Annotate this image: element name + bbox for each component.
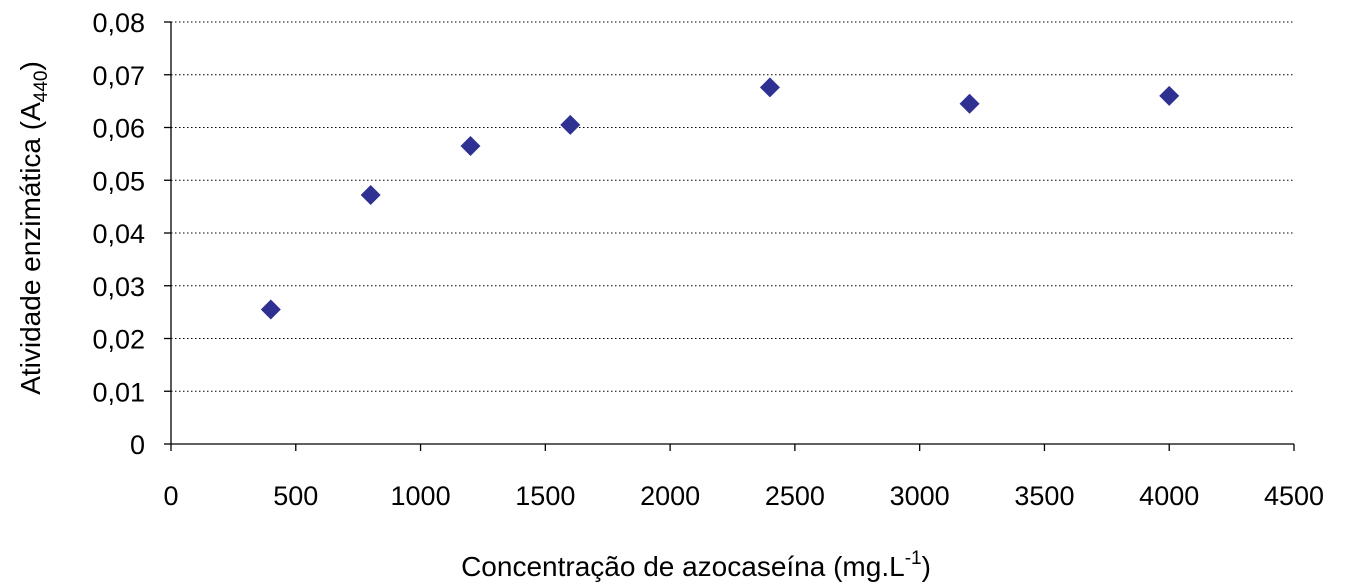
x-tick-label: 3000	[890, 481, 950, 511]
y-tick-label: 0,08	[92, 8, 145, 38]
y-tick-label: 0,04	[92, 219, 145, 249]
data-point	[360, 185, 381, 206]
y-tick-label: 0	[130, 430, 145, 460]
x-tick-label: 500	[273, 481, 318, 511]
x-tick-label: 2000	[640, 481, 700, 511]
x-tick-label: 0	[163, 481, 178, 511]
data-points	[260, 77, 1180, 320]
x-tick-labels: 0 500 1000 1500 2000 2500 3000 3500 4000 4500	[163, 481, 1324, 511]
data-point	[260, 299, 281, 320]
x-tick-label: 1000	[391, 481, 451, 511]
axes	[164, 21, 1295, 451]
y-tick-label: 0,02	[92, 325, 145, 355]
y-tick-label: 0,05	[92, 166, 145, 196]
y-axis-title-close: )	[15, 61, 46, 70]
grid-lines	[171, 21, 1294, 392]
x-tick-label: 4000	[1139, 481, 1199, 511]
x-tick-label: 4500	[1264, 481, 1324, 511]
y-tick-label: 0,06	[92, 114, 145, 144]
x-tick-label: 2500	[765, 481, 825, 511]
x-axis-title-main: Concentração de azocaseína (mg.L	[461, 551, 905, 582]
x-tick-label: 3500	[1014, 481, 1074, 511]
y-axis-title: Atividade enzimática (A440)	[15, 61, 52, 395]
y-tick-label: 0,07	[92, 61, 145, 91]
data-point	[560, 114, 581, 135]
y-tick-labels: 0 0,01 0,02 0,03 0,04 0,05 0,06 0,07 0,08	[92, 8, 145, 460]
x-tick-label: 1500	[515, 481, 575, 511]
x-axis-title-superscript: -1	[905, 548, 922, 569]
y-tick-label: 0,01	[92, 377, 145, 407]
y-tick-label: 0,03	[92, 272, 145, 302]
data-point	[1159, 85, 1180, 106]
y-axis-title-subscript: 440	[31, 71, 52, 103]
data-point	[959, 93, 980, 114]
x-axis-title-close: )	[922, 551, 931, 582]
data-point	[460, 135, 481, 156]
data-point	[759, 77, 780, 98]
x-axis-title: Concentração de azocaseína (mg.L-1)	[461, 548, 931, 582]
y-axis-title-main: Atividade enzimática (A	[15, 102, 46, 395]
